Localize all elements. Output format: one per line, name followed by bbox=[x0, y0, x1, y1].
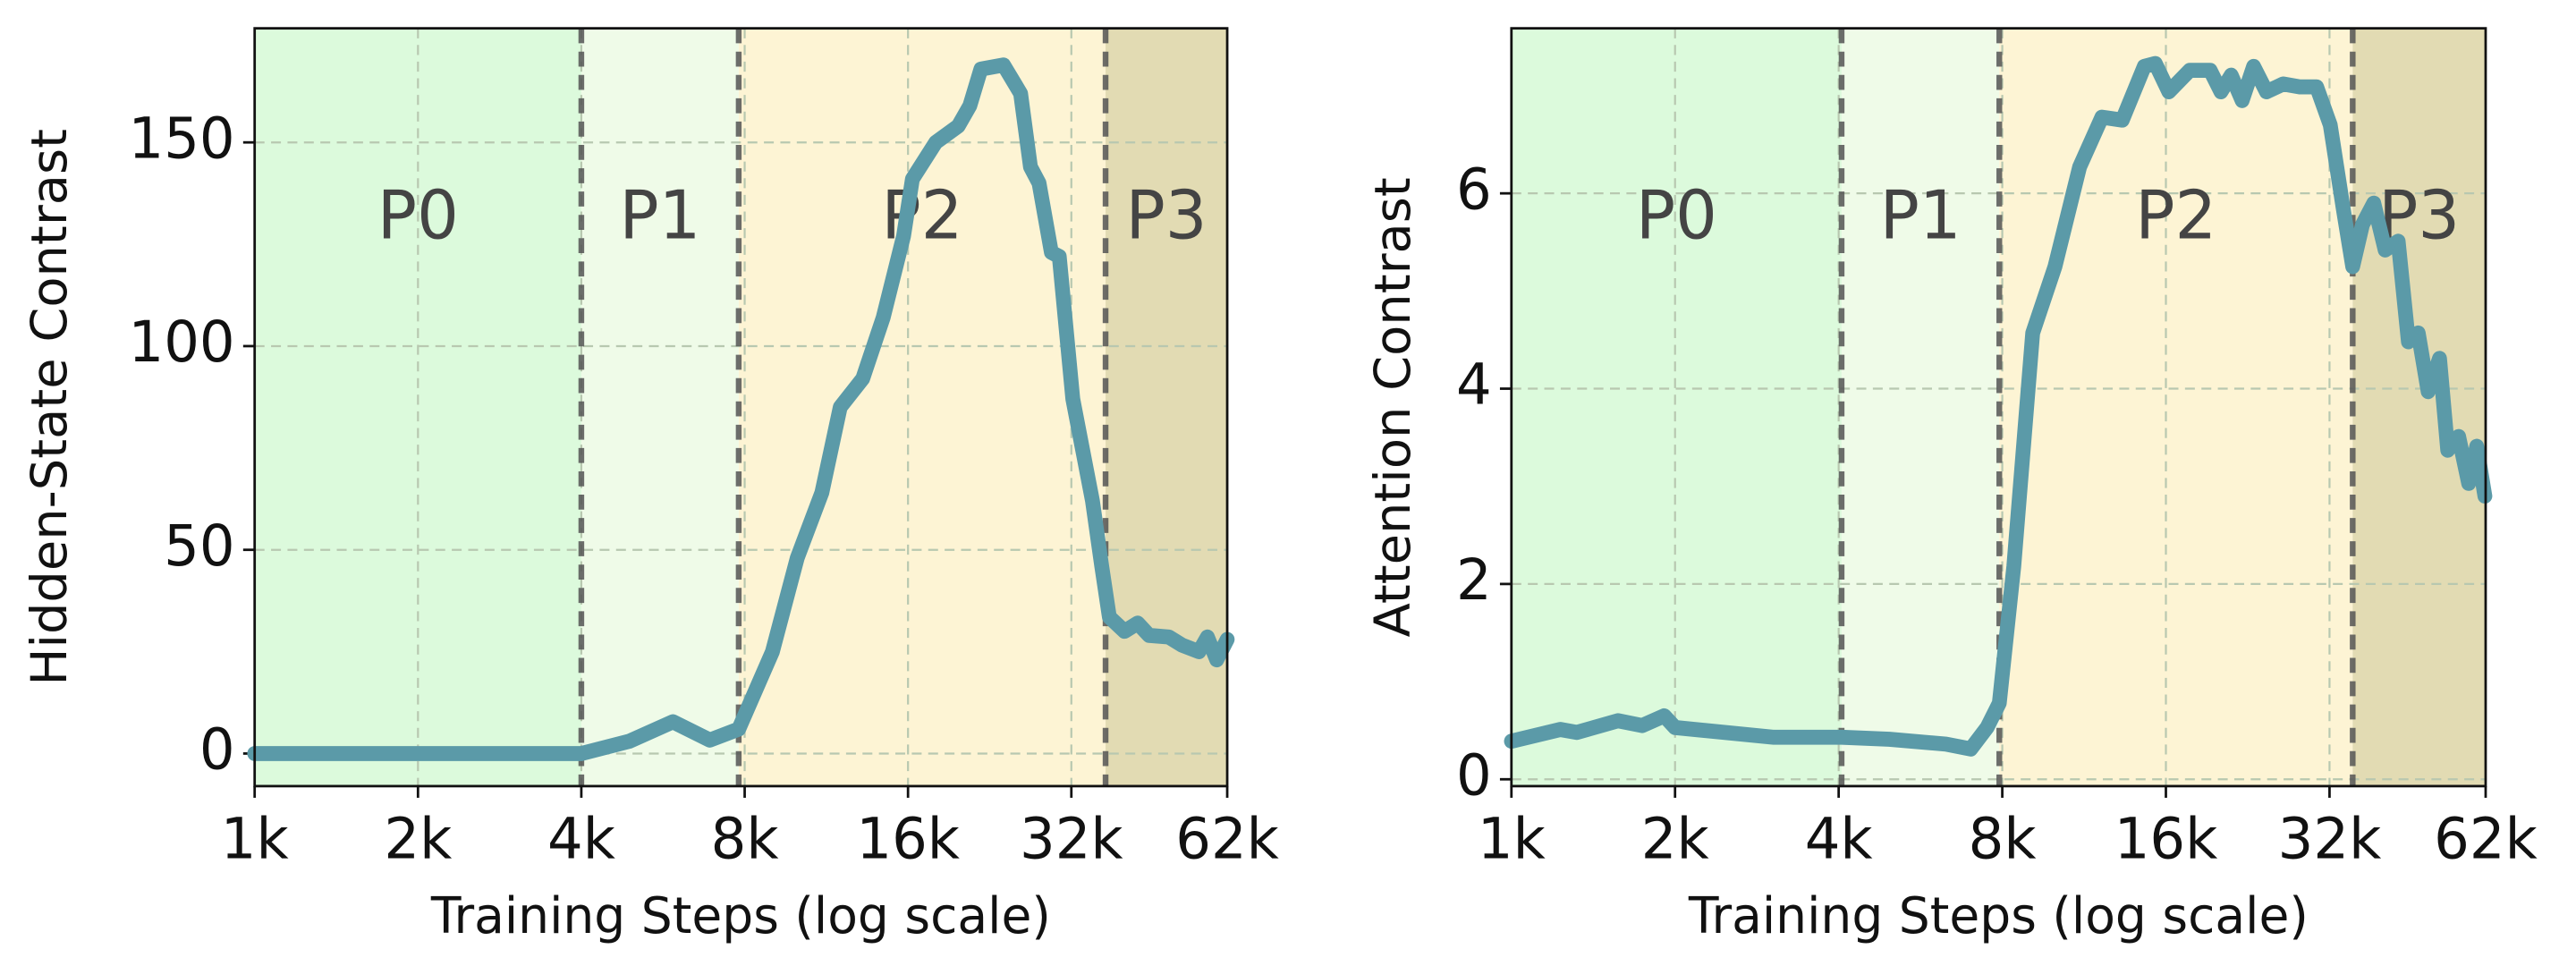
plot-frame bbox=[253, 27, 1229, 788]
data-line bbox=[1504, 55, 2493, 757]
phase-label: P3 bbox=[1126, 177, 1208, 255]
x-tick-label: 1k bbox=[221, 806, 289, 872]
phase-region bbox=[1841, 28, 2000, 786]
x-tick-label: 8k bbox=[1969, 806, 2037, 872]
y-tick-label: 6 bbox=[1456, 157, 1492, 223]
x-tick-label: 2k bbox=[384, 806, 452, 872]
x-tick-label: 2k bbox=[1641, 806, 1709, 872]
phase-label: P0 bbox=[1636, 177, 1717, 255]
plot-frame bbox=[1510, 27, 2487, 788]
y-axis-label: Attention Contrast bbox=[1366, 177, 1423, 637]
y-tick-label: 2 bbox=[1456, 547, 1492, 614]
x-tick-label: 8k bbox=[711, 806, 779, 872]
phase-label: P1 bbox=[619, 177, 700, 255]
y-tick-label: 4 bbox=[1456, 352, 1492, 418]
phase-region bbox=[1106, 28, 1228, 786]
x-axis-label: Training Steps (log scale) bbox=[1688, 888, 2309, 945]
phase-label: P2 bbox=[2135, 177, 2216, 255]
phase-region bbox=[580, 28, 739, 786]
y-tick-label: 50 bbox=[164, 513, 234, 580]
phase-region bbox=[1999, 28, 2353, 786]
phase-region bbox=[2352, 28, 2486, 786]
phase-label: P0 bbox=[377, 177, 459, 255]
x-tick-label: 32k bbox=[1020, 806, 1123, 872]
y-tick-label: 150 bbox=[128, 106, 234, 172]
data-line bbox=[247, 57, 1235, 761]
x-tick-label: 62k bbox=[1175, 806, 1279, 872]
x-tick-label: 4k bbox=[547, 806, 615, 872]
x-axis-label: Training Steps (log scale) bbox=[430, 888, 1051, 945]
phase-region bbox=[1511, 28, 1842, 786]
x-tick-label: 62k bbox=[2434, 806, 2538, 872]
y-tick-label: 0 bbox=[199, 716, 235, 783]
x-tick-label: 1k bbox=[1478, 806, 1546, 872]
x-tick-label: 16k bbox=[2114, 806, 2218, 872]
phase-region bbox=[254, 28, 581, 786]
y-tick-label: 100 bbox=[128, 309, 234, 376]
phase-label: P1 bbox=[1880, 177, 1962, 255]
x-tick-label: 4k bbox=[1805, 806, 1873, 872]
y-axis-label: Hidden-State Contrast bbox=[21, 129, 79, 686]
x-tick-label: 16k bbox=[856, 806, 960, 872]
y-tick-label: 0 bbox=[1456, 742, 1492, 809]
phase-label: P2 bbox=[881, 177, 962, 255]
x-tick-label: 32k bbox=[2278, 806, 2382, 872]
